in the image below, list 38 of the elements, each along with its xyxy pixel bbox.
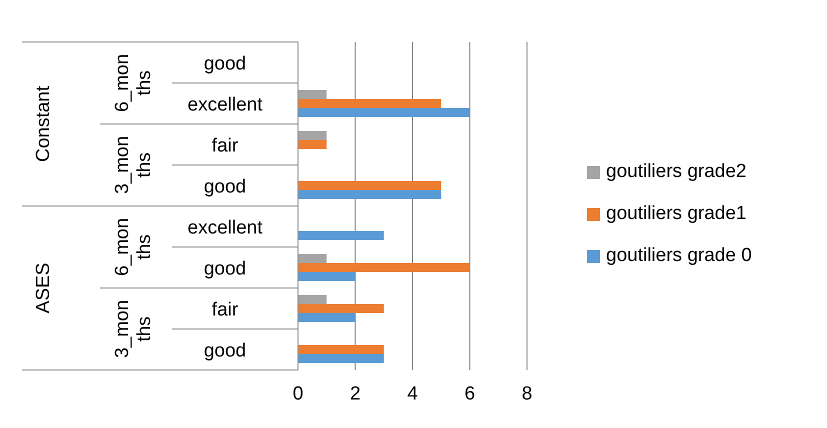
- y-tick-label: fair: [212, 136, 239, 156]
- bar: [298, 130, 327, 140]
- legend-label: goutiliers grade 0: [606, 245, 752, 267]
- text: 6_months: [112, 54, 155, 112]
- bar: [298, 190, 442, 199]
- bar: [298, 344, 384, 354]
- y-tick-label: fair: [212, 300, 239, 320]
- bar: [298, 98, 442, 108]
- bar: [298, 272, 356, 281]
- text: 6_months: [112, 218, 155, 276]
- bar: [298, 304, 384, 313]
- text: Constant: [33, 85, 54, 162]
- y-tick-label: excellent: [188, 94, 264, 116]
- x-tick-label: 6: [464, 383, 476, 404]
- bar: [298, 294, 327, 304]
- y-tick-label: good: [204, 258, 246, 280]
- x-tick-label: 2: [350, 383, 361, 404]
- y-tick-label: good: [204, 54, 246, 74]
- legend-label: goutiliers grade1: [606, 203, 746, 225]
- x-tick-label: 0: [292, 383, 304, 404]
- text: 3_months: [112, 300, 155, 358]
- y-tick-label: good: [204, 176, 246, 198]
- bar: [298, 90, 327, 99]
- bar: [298, 140, 327, 149]
- y-tick-label: excellent: [188, 218, 264, 238]
- bar: [298, 262, 470, 272]
- bar: [298, 180, 442, 190]
- bar: [298, 312, 356, 322]
- bar: [298, 108, 470, 117]
- bar: [298, 354, 384, 363]
- x-tick-label: 8: [522, 383, 532, 404]
- bar: [298, 254, 327, 263]
- text: ASES: [33, 262, 54, 314]
- legend-label: goutiliers grade2: [606, 161, 746, 183]
- bar: [298, 230, 384, 240]
- text: 3_months: [112, 136, 155, 194]
- y-tick-label: good: [204, 340, 246, 362]
- x-tick-label: 4: [407, 383, 418, 404]
